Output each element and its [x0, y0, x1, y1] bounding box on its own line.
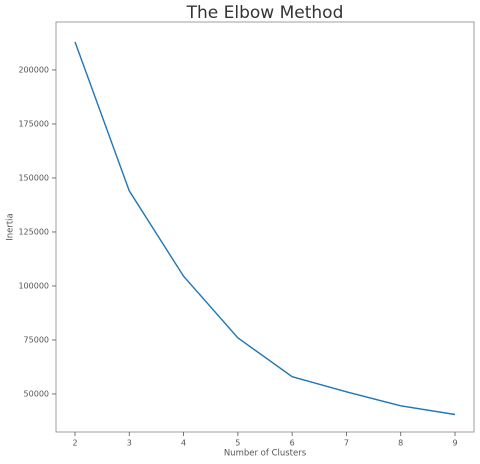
y-tick-label: 150000 [18, 173, 49, 182]
y-tick-label: 175000 [18, 119, 49, 128]
plot-frame [55, 21, 475, 433]
x-tick-label: 6 [290, 439, 295, 448]
chart-title: The Elbow Method [186, 3, 344, 23]
y-tick-label: 100000 [18, 281, 49, 290]
y-axis-label: Inertia [6, 213, 16, 241]
x-tick-label: 4 [181, 439, 186, 448]
x-tick-label: 2 [72, 439, 77, 448]
x-tick-label: 5 [235, 439, 240, 448]
y-tick-label: 125000 [18, 227, 49, 236]
y-tick-label: 75000 [24, 335, 49, 344]
data-line [74, 41, 456, 416]
x-tick-label: 9 [452, 439, 457, 448]
x-tick-label: 3 [127, 439, 132, 448]
y-tick-label: 200000 [18, 65, 49, 74]
x-tick-label: 8 [398, 439, 403, 448]
y-tick-label: 50000 [24, 389, 49, 398]
x-tick-label: 7 [344, 439, 349, 448]
x-axis-label: Number of Clusters [224, 449, 307, 459]
